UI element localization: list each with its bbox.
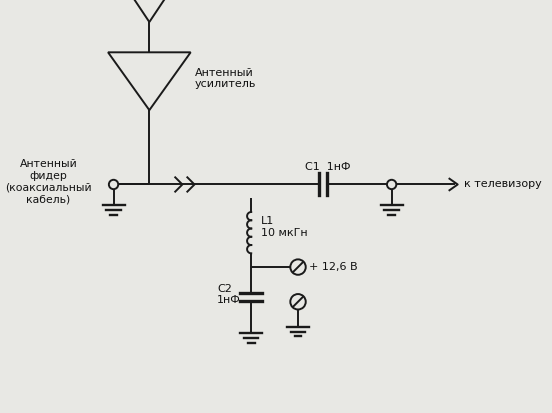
Text: С1  1нФ: С1 1нФ [305,162,351,172]
Circle shape [109,180,118,189]
Text: к телевизору: к телевизору [464,180,542,190]
Text: Антенный
фидер
(коаксиальный
кабель): Антенный фидер (коаксиальный кабель) [5,159,92,204]
Text: + 12,6 В: + 12,6 В [309,262,358,272]
Text: Антенный
усилитель: Антенный усилитель [195,68,257,89]
Text: С2
1нФ: С2 1нФ [217,284,241,305]
Text: L1
10 мкГн: L1 10 мкГн [261,216,308,238]
Circle shape [387,180,396,189]
